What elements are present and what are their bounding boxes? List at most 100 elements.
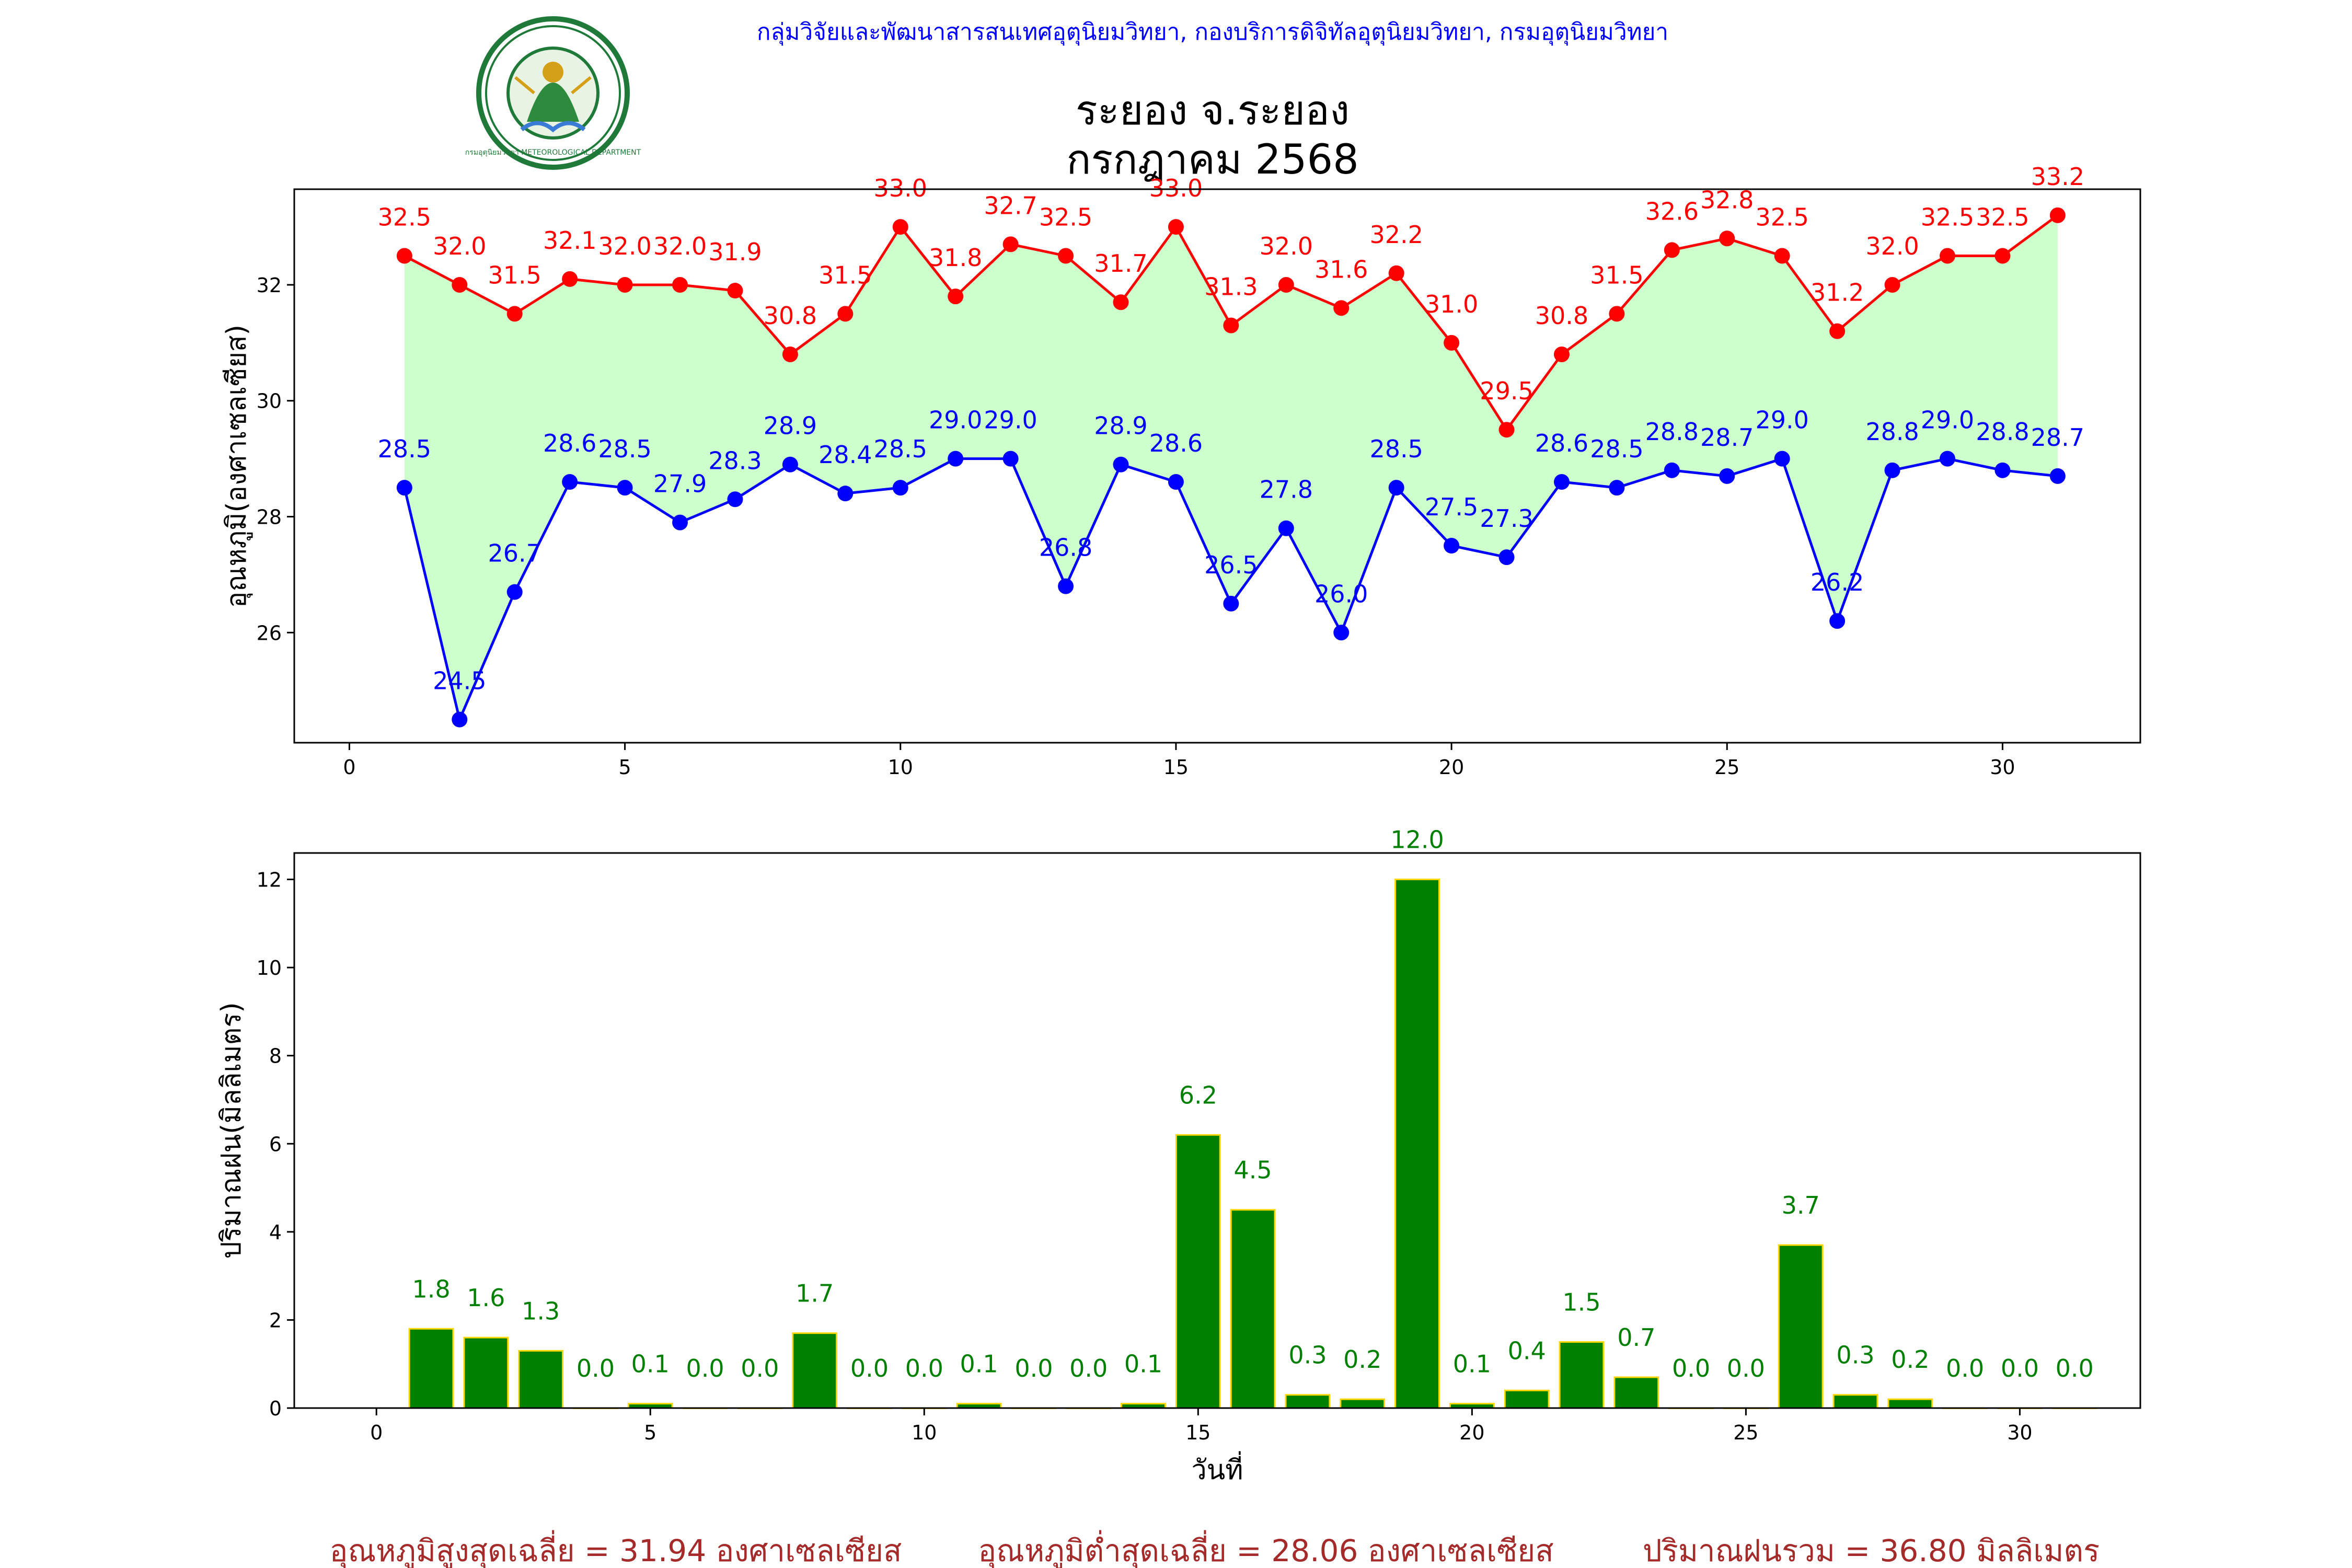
tmax-point bbox=[1719, 230, 1735, 247]
rainfall-bar bbox=[518, 1350, 564, 1409]
rainfall-value-label: 0.0 bbox=[2001, 1354, 2039, 1382]
rainfall-value-label: 0.0 bbox=[850, 1354, 889, 1382]
rainfall-value-label: 0.3 bbox=[1836, 1341, 1874, 1369]
department-header: กลุ่มวิจัยและพัฒนาสารสนเทศอุตุนิยมวิทยา,… bbox=[757, 19, 1668, 46]
tmax-value-label: 31.3 bbox=[1204, 273, 1258, 301]
tmin-point bbox=[1829, 613, 1846, 629]
rainfall-value-label: 0.0 bbox=[1014, 1354, 1053, 1382]
rainfall-value-label: 0.0 bbox=[905, 1354, 943, 1382]
tmax-value-label: 32.5 bbox=[1039, 203, 1092, 232]
rainfall-value-label: 0.0 bbox=[1946, 1354, 1984, 1382]
rainfall-value-label: 0.0 bbox=[1069, 1354, 1108, 1382]
station-title: ระยอง จ.ระยอง bbox=[1076, 87, 1350, 134]
tmin-value-label: 28.4 bbox=[818, 441, 872, 469]
tmax-value-label: 31.5 bbox=[818, 261, 872, 289]
tmin-point bbox=[1278, 520, 1294, 536]
tmax-point bbox=[1498, 422, 1515, 438]
rainfall-value-label: 1.8 bbox=[412, 1275, 450, 1303]
rainfall-bar bbox=[408, 1328, 454, 1409]
tmin-point bbox=[892, 480, 908, 496]
tmin-value-label: 28.6 bbox=[1149, 429, 1203, 457]
tmin-value-label: 28.5 bbox=[874, 435, 927, 463]
tmax-value-label: 32.7 bbox=[984, 191, 1037, 220]
rainfall-y-tick-label: 10 bbox=[257, 956, 282, 979]
temperature-chart: 32.532.031.532.1 32.0 32.0 31.930.831.533.0… bbox=[221, 163, 2141, 779]
rainfall-value-label: 0.0 bbox=[2056, 1354, 2094, 1382]
tmin-point bbox=[1664, 462, 1680, 478]
tmin-point bbox=[948, 451, 964, 467]
tmax-value-label: 31.5 bbox=[488, 261, 541, 289]
tmin-value-label: 28.6 bbox=[1535, 429, 1588, 457]
rainfall-value-label: 0.0 bbox=[1727, 1354, 1765, 1382]
rainfall-value-label: 0.1 bbox=[960, 1350, 998, 1378]
tmax-point bbox=[782, 347, 798, 363]
tmax-value-label: 31.6 bbox=[1315, 255, 1368, 283]
tmin-point bbox=[1884, 462, 1900, 478]
tmax-point bbox=[562, 271, 578, 287]
rainfall-x-tick-label: 10 bbox=[912, 1421, 937, 1444]
rainfall-value-label: 0.2 bbox=[1343, 1345, 1381, 1374]
rainfall-bar bbox=[1504, 1389, 1550, 1409]
tmin-point bbox=[782, 456, 798, 472]
tmax-value-label: 32.5 bbox=[1976, 203, 2029, 232]
rainfall-value-label: 0.0 bbox=[741, 1354, 779, 1382]
temperature-y-axis-label: อุณหภูมิ(องศาเซลเซียส) bbox=[221, 325, 253, 608]
tmin-value-label: 27.5 bbox=[1425, 493, 1478, 521]
rainfall-bar bbox=[1230, 1209, 1276, 1409]
rainfall-value-label: 12.0 bbox=[1390, 826, 1444, 854]
tmax-value-label: 30.8 bbox=[1535, 302, 1588, 330]
tmax-point bbox=[1609, 306, 1625, 322]
tmin-value-label: 26.8 bbox=[1039, 534, 1092, 562]
tmin-point bbox=[1774, 451, 1790, 467]
tmin-value-label: 27.8 bbox=[1260, 476, 1313, 504]
tmin-value-label: 28.9 bbox=[764, 412, 817, 440]
rainfall-y-axis-label: ปริมาณฝน(มิลลิเมตร) bbox=[216, 1002, 247, 1259]
tmin-point bbox=[617, 480, 633, 496]
tmin-value-label: 29.0 bbox=[1755, 406, 1808, 434]
tmax-value-label: 31.7 bbox=[1094, 249, 1147, 278]
tmax-value-label: 32.2 bbox=[1369, 221, 1423, 249]
tmin-point bbox=[1333, 625, 1350, 641]
tmax-point bbox=[1444, 335, 1460, 351]
rainfall-y-tick-label: 8 bbox=[269, 1045, 282, 1068]
logo-text: กรมอุตุนิยมวิทยา METEOROLOGICAL DEPARTME… bbox=[465, 148, 641, 157]
tmax-point bbox=[1388, 265, 1404, 281]
tmax-value-label: 32.0 bbox=[1865, 232, 1919, 260]
tmax-value-label: 31.2 bbox=[1811, 279, 1864, 307]
temperature-x-tick-label: 30 bbox=[1990, 756, 2015, 779]
rainfall-x-tick-label: 0 bbox=[370, 1421, 383, 1444]
rainfall-value-label: 1.5 bbox=[1562, 1288, 1600, 1317]
tmin-point bbox=[1113, 456, 1129, 472]
tmax-point bbox=[617, 276, 633, 293]
temperature-x-tick-label: 15 bbox=[1163, 756, 1189, 779]
tmin-value-label: 26.0 bbox=[1315, 580, 1368, 608]
tmin-point bbox=[2049, 468, 2066, 484]
tmax-value-label: 31.5 bbox=[1590, 261, 1643, 289]
tmin-point bbox=[562, 474, 578, 490]
tmin-value-label: 27.3 bbox=[1480, 504, 1533, 533]
tmin-point bbox=[1939, 451, 1955, 467]
rainfall-bar bbox=[463, 1336, 509, 1409]
tmin-value-label: 28.8 bbox=[1645, 418, 1699, 446]
tmin-point bbox=[1444, 537, 1460, 554]
tmax-value-label: 32.5 bbox=[1921, 203, 1974, 232]
tmax-point bbox=[2049, 207, 2066, 223]
tmax-point bbox=[1829, 323, 1846, 339]
rainfall-value-label: 0.2 bbox=[1891, 1345, 1929, 1374]
rainfall-y-tick-label: 2 bbox=[269, 1309, 282, 1332]
tmin-value-label: 29.0 bbox=[929, 406, 982, 434]
rainfall-value-label: 6.2 bbox=[1179, 1081, 1217, 1109]
temperature-labels: 32.532.031.532.1 32.0 32.0 31.930.831.533.0… bbox=[378, 163, 2084, 695]
tmax-value-label: 32.1 bbox=[543, 226, 596, 255]
rainfall-value-label: 1.7 bbox=[795, 1279, 834, 1308]
tmax-point bbox=[727, 283, 743, 299]
tmax-point bbox=[396, 248, 412, 264]
rainfall-x-tick-label: 25 bbox=[1733, 1421, 1758, 1444]
tmin-value-label: 28.7 bbox=[2031, 423, 2084, 452]
rainfall-bar bbox=[1887, 1398, 1933, 1409]
rainfall-y-tick-label: 0 bbox=[269, 1397, 282, 1420]
temperature-range-area bbox=[404, 215, 2058, 720]
tmin-point bbox=[1609, 480, 1625, 496]
tmax-point bbox=[672, 276, 688, 293]
